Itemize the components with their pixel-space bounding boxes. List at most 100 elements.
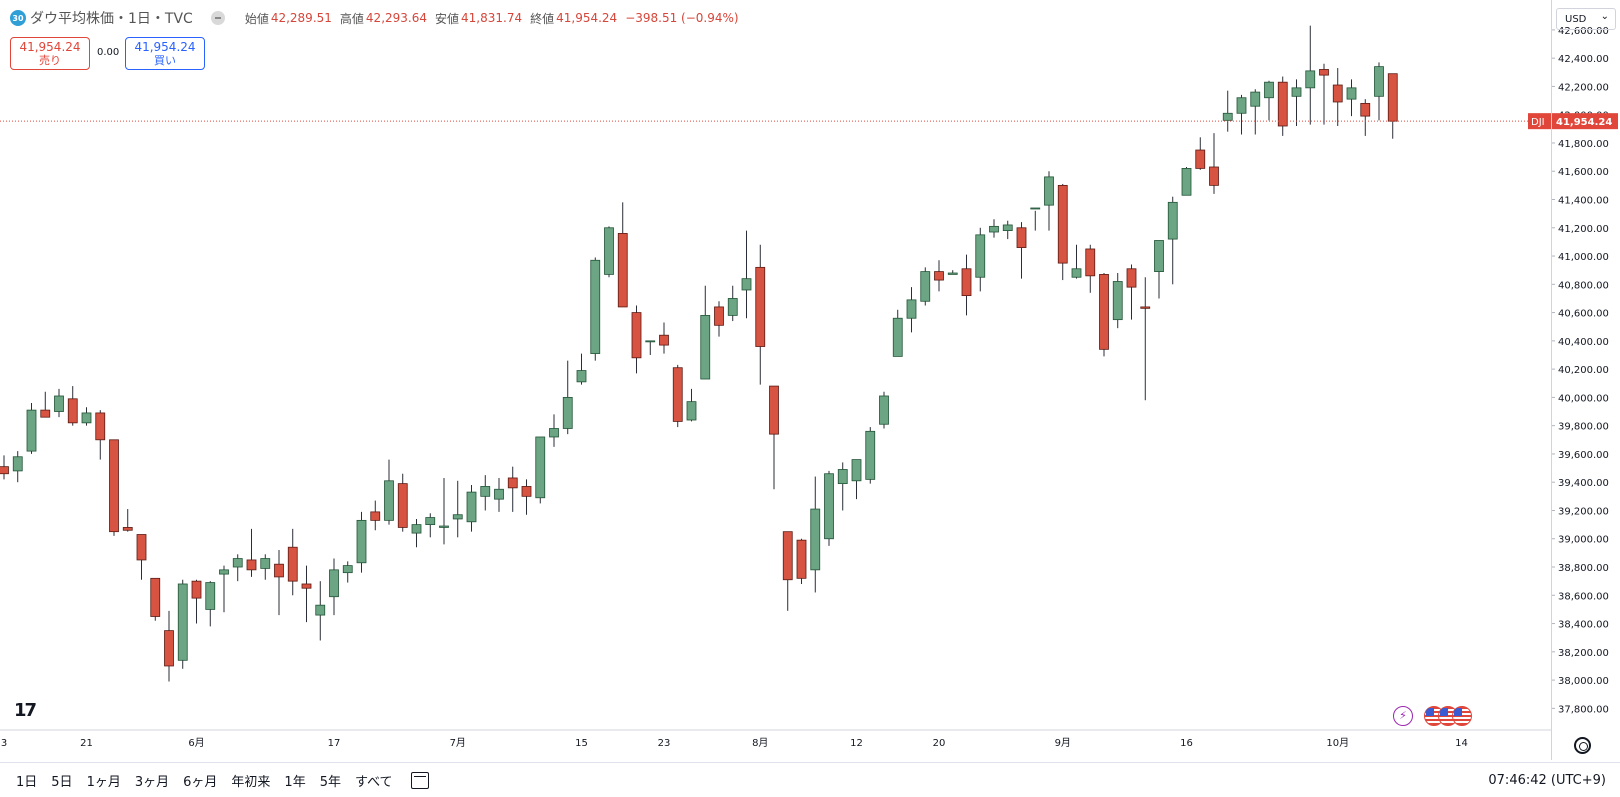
candle-body [425,517,436,526]
range-all[interactable]: すべて [354,774,393,790]
candle-body [26,409,37,452]
price-tick-label: 41,000.00 [1558,252,1609,263]
candle-body [590,259,601,354]
last-symbol-tag [1528,113,1552,130]
candle-body [535,436,546,499]
candle-body [205,582,216,610]
price-tick-label: 41,200.00 [1558,224,1609,235]
low-value: 41,831.74 [461,11,523,25]
candle-body [356,519,367,564]
clock-display[interactable]: 07:46:42 (UTC+9) [1488,773,1606,788]
candle-body [1250,91,1261,107]
range-5d[interactable]: 5日 [51,774,73,790]
candle-body [219,569,229,575]
candle-body [521,486,532,497]
candle-body [769,385,779,435]
us-flag-event-icon[interactable] [1452,706,1472,726]
candle-body [1374,66,1384,97]
candle-body [810,508,821,571]
price-tick-label: 42,400.00 [1558,54,1609,65]
candle-body [301,583,312,589]
candle-body [1195,149,1206,169]
candle-body [274,563,284,578]
sell-price: 41,954.24 [19,40,81,54]
candle-body [287,546,298,582]
candle-body [1360,102,1371,117]
flash-event-icon[interactable]: ⚡ [1393,706,1413,726]
time-tick-label: 23 [658,738,671,749]
currency-select[interactable]: USD ⌄ [1556,8,1616,30]
buy-label: 買い [154,54,176,67]
range-1d[interactable]: 1日 [16,774,38,790]
candle-body [631,312,642,359]
chevron-down-icon: ⌄ [1600,11,1609,22]
candle-body [892,317,903,357]
candle-body [1319,69,1329,76]
candle-body [1044,176,1054,206]
range-6m[interactable]: 6ヶ月 [183,774,218,790]
currency-label: USD [1565,13,1587,25]
price-scale[interactable] [1551,0,1620,760]
range-1m[interactable]: 1ヶ月 [86,774,121,790]
price-tick-label: 41,800.00 [1558,139,1609,150]
time-tick-label: 3 [1,738,7,749]
candle-body [1222,112,1233,121]
candle-body [782,531,793,581]
close-label: 終値 [530,11,555,26]
close-value: 41,954.24 [556,11,618,25]
candle-body [370,511,381,521]
candle-body [714,306,724,326]
candle-body [329,569,339,598]
time-tick-label: 6月 [188,737,204,749]
candle-body [54,395,64,412]
candle-body [67,398,78,424]
calendar-goto-icon[interactable] [410,771,429,789]
candle-body [700,315,711,380]
candle-body [549,428,559,438]
hide-eye-icon[interactable] [210,11,225,25]
spread-value: 0.00 [97,47,120,58]
candle-body [1085,248,1096,277]
settings-gear-icon[interactable] [1574,737,1591,754]
range-ytd[interactable]: 年初来 [231,774,271,790]
price-tick-label: 39,000.00 [1558,535,1609,546]
symbol-badge[interactable]: 30 [10,10,26,26]
time-tick-label: 21 [80,738,93,749]
candle-body [1181,168,1192,196]
buy-button[interactable]: 41,954.24 買い [125,37,205,70]
tradingview-logo-icon[interactable]: 17 [14,700,37,721]
price-tick-label: 39,200.00 [1558,506,1609,517]
range-1y[interactable]: 1年 [284,774,306,790]
candle-body [686,401,697,421]
candle-body [95,412,106,441]
candle-body [315,604,326,616]
candle-body [466,491,477,523]
candle-body [1140,306,1151,309]
chart-legend: 30 ダウ平均株価・1日・TVC 始値 42,289.51 高値 42,293.… [10,8,747,28]
range-3m[interactable]: 3ヶ月 [134,774,170,790]
high-value: 42,293.64 [365,11,427,25]
candle-body [659,334,669,346]
last-price-label: 41,954.24 [1556,117,1612,128]
candle-body [507,477,518,489]
candle-body [672,367,683,422]
symbol-title[interactable]: ダウ平均株価・1日・TVC [30,11,193,27]
price-tick-label: 40,800.00 [1558,280,1609,291]
candle-body [1099,274,1109,350]
time-tick-label: 15 [575,738,588,749]
price-tick-label: 38,400.00 [1558,620,1609,631]
sell-button[interactable]: 41,954.24 売り [10,37,90,70]
candle-body [617,233,628,308]
range-5y[interactable]: 5年 [319,774,341,790]
candle-body [439,525,449,528]
time-tick-label: 10月 [1326,737,1349,749]
candle-body [1057,184,1068,264]
candle-body [397,483,408,528]
candle-body [562,396,573,429]
time-tick-label: 8月 [752,737,768,749]
time-tick-label: 7月 [450,737,466,749]
price-tick-label: 41,600.00 [1558,167,1609,178]
chart-plot[interactable]: 37,800.00 38,000.00 38,200.00 38,400.00 38,6… [0,0,1620,762]
candle-body [480,486,491,497]
candle-body [1016,227,1027,248]
